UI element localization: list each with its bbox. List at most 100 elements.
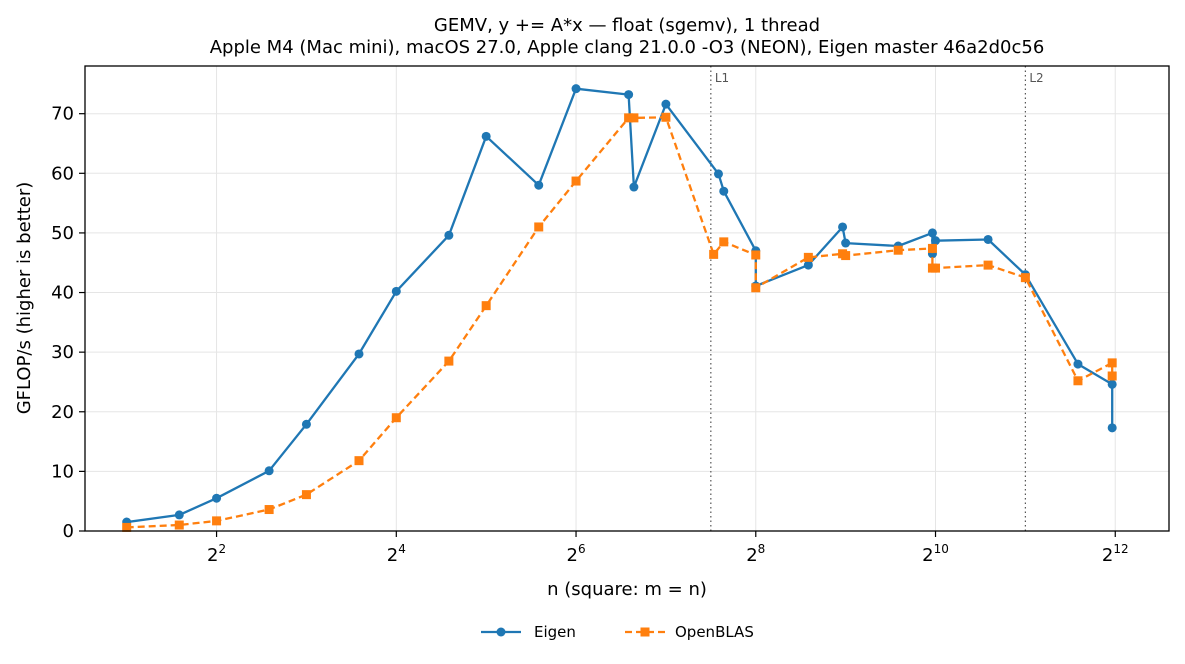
y-tick-label: 20 <box>51 402 74 423</box>
plot-frame <box>84 65 1170 532</box>
x-tick-label: 28 <box>746 542 765 566</box>
data-point <box>534 180 544 190</box>
data-point <box>719 237 729 247</box>
data-point <box>624 113 634 123</box>
y-tick-label: 50 <box>51 223 74 244</box>
data-point <box>571 176 581 186</box>
data-point <box>983 260 993 270</box>
data-point <box>1107 371 1117 381</box>
data-point <box>751 283 761 293</box>
data-point <box>624 90 634 100</box>
x-tick-exponent: 8 <box>758 542 766 556</box>
x-tick-exponent: 6 <box>578 542 586 556</box>
x-tick-exponent: 2 <box>218 542 226 556</box>
x-tick-base: 2 <box>566 545 577 566</box>
series-openblas <box>122 112 1117 532</box>
x-tick-base: 2 <box>1102 545 1113 566</box>
data-point <box>1020 273 1030 283</box>
data-point <box>354 349 364 359</box>
y-tick-label: 70 <box>51 104 74 125</box>
data-point <box>751 250 761 260</box>
data-point <box>354 456 364 466</box>
data-point <box>174 510 184 520</box>
data-point <box>391 286 401 296</box>
data-point <box>893 245 903 255</box>
cache-boundary-label: L1 <box>715 71 729 85</box>
data-point <box>841 238 851 248</box>
series-eigen <box>122 84 1117 527</box>
x-tick-label: 210 <box>922 542 949 566</box>
y-tick-label: 40 <box>51 283 74 304</box>
y-axis-ticks: 0 10 20 30 40 50 60 70 <box>51 104 85 542</box>
data-point <box>1073 376 1083 386</box>
data-point <box>391 413 401 423</box>
legend: Eigen OpenBLAS <box>481 623 754 641</box>
y-axis-label: GFLOP/s (higher is better) <box>14 182 35 415</box>
data-point <box>629 113 639 123</box>
legend-label: OpenBLAS <box>675 623 754 641</box>
data-point <box>709 249 719 259</box>
x-tick-exponent: 10 <box>934 542 949 556</box>
data-point <box>481 131 491 141</box>
x-tick-exponent: 4 <box>398 542 406 556</box>
data-point <box>481 301 491 311</box>
data-point <box>534 222 544 232</box>
data-point <box>301 419 311 429</box>
data-point <box>931 263 941 273</box>
y-tick-label: 0 <box>63 521 74 542</box>
data-point <box>1073 359 1083 369</box>
data-point <box>661 112 671 122</box>
data-point <box>661 99 671 109</box>
x-axis-label: n (square: m = n) <box>547 579 707 600</box>
data-point <box>719 186 729 196</box>
x-tick-label: 212 <box>1102 542 1129 566</box>
cache-lines: L1 L2 <box>710 66 1044 531</box>
data-point <box>264 466 274 476</box>
x-tick-label: 22 <box>207 542 226 566</box>
data-point <box>571 84 581 94</box>
x-tick-label: 24 <box>387 542 406 566</box>
data-point <box>803 252 813 262</box>
grid-lines <box>85 66 1169 532</box>
legend-swatch-marker <box>496 627 506 637</box>
data-point <box>444 230 454 240</box>
data-point <box>713 169 723 179</box>
data-point <box>264 505 274 515</box>
series-line <box>126 116 1114 529</box>
chart-subtitle: Apple M4 (Mac mini), macOS 27.0, Apple c… <box>210 37 1045 58</box>
cache-boundary-label: L2 <box>1029 71 1043 85</box>
series-line <box>126 87 1114 524</box>
data-point <box>174 520 184 530</box>
x-tick-base: 2 <box>387 545 398 566</box>
data-point <box>1107 423 1117 433</box>
x-tick-base: 2 <box>746 545 757 566</box>
y-tick-label: 30 <box>51 342 74 363</box>
chart-title: GEMV, y += A*x — float (sgemv), 1 thread <box>434 15 820 36</box>
x-tick-base: 2 <box>207 545 218 566</box>
y-tick-label: 60 <box>51 163 74 184</box>
data-point <box>931 236 941 246</box>
data-point <box>212 493 222 503</box>
data-point <box>927 243 937 253</box>
data-point <box>1107 358 1117 368</box>
data-point <box>983 234 993 244</box>
data-point <box>803 260 813 270</box>
x-axis-ticks: 22 24 26 28 210 212 <box>207 531 1129 566</box>
data-point <box>1107 379 1117 389</box>
legend-swatch-marker <box>640 627 650 637</box>
x-tick-base: 2 <box>922 545 933 566</box>
x-tick-exponent: 12 <box>1113 542 1128 556</box>
legend-label: Eigen <box>534 623 576 641</box>
data-point <box>629 182 639 192</box>
data-point <box>122 522 132 532</box>
data-point <box>444 356 454 366</box>
data-point <box>841 251 851 261</box>
x-tick-label: 26 <box>566 542 585 566</box>
data-point <box>927 228 937 238</box>
data-point <box>301 490 311 500</box>
data-point <box>212 516 222 526</box>
y-tick-label: 10 <box>51 461 74 482</box>
series-layer <box>122 84 1117 532</box>
data-point <box>838 222 848 232</box>
